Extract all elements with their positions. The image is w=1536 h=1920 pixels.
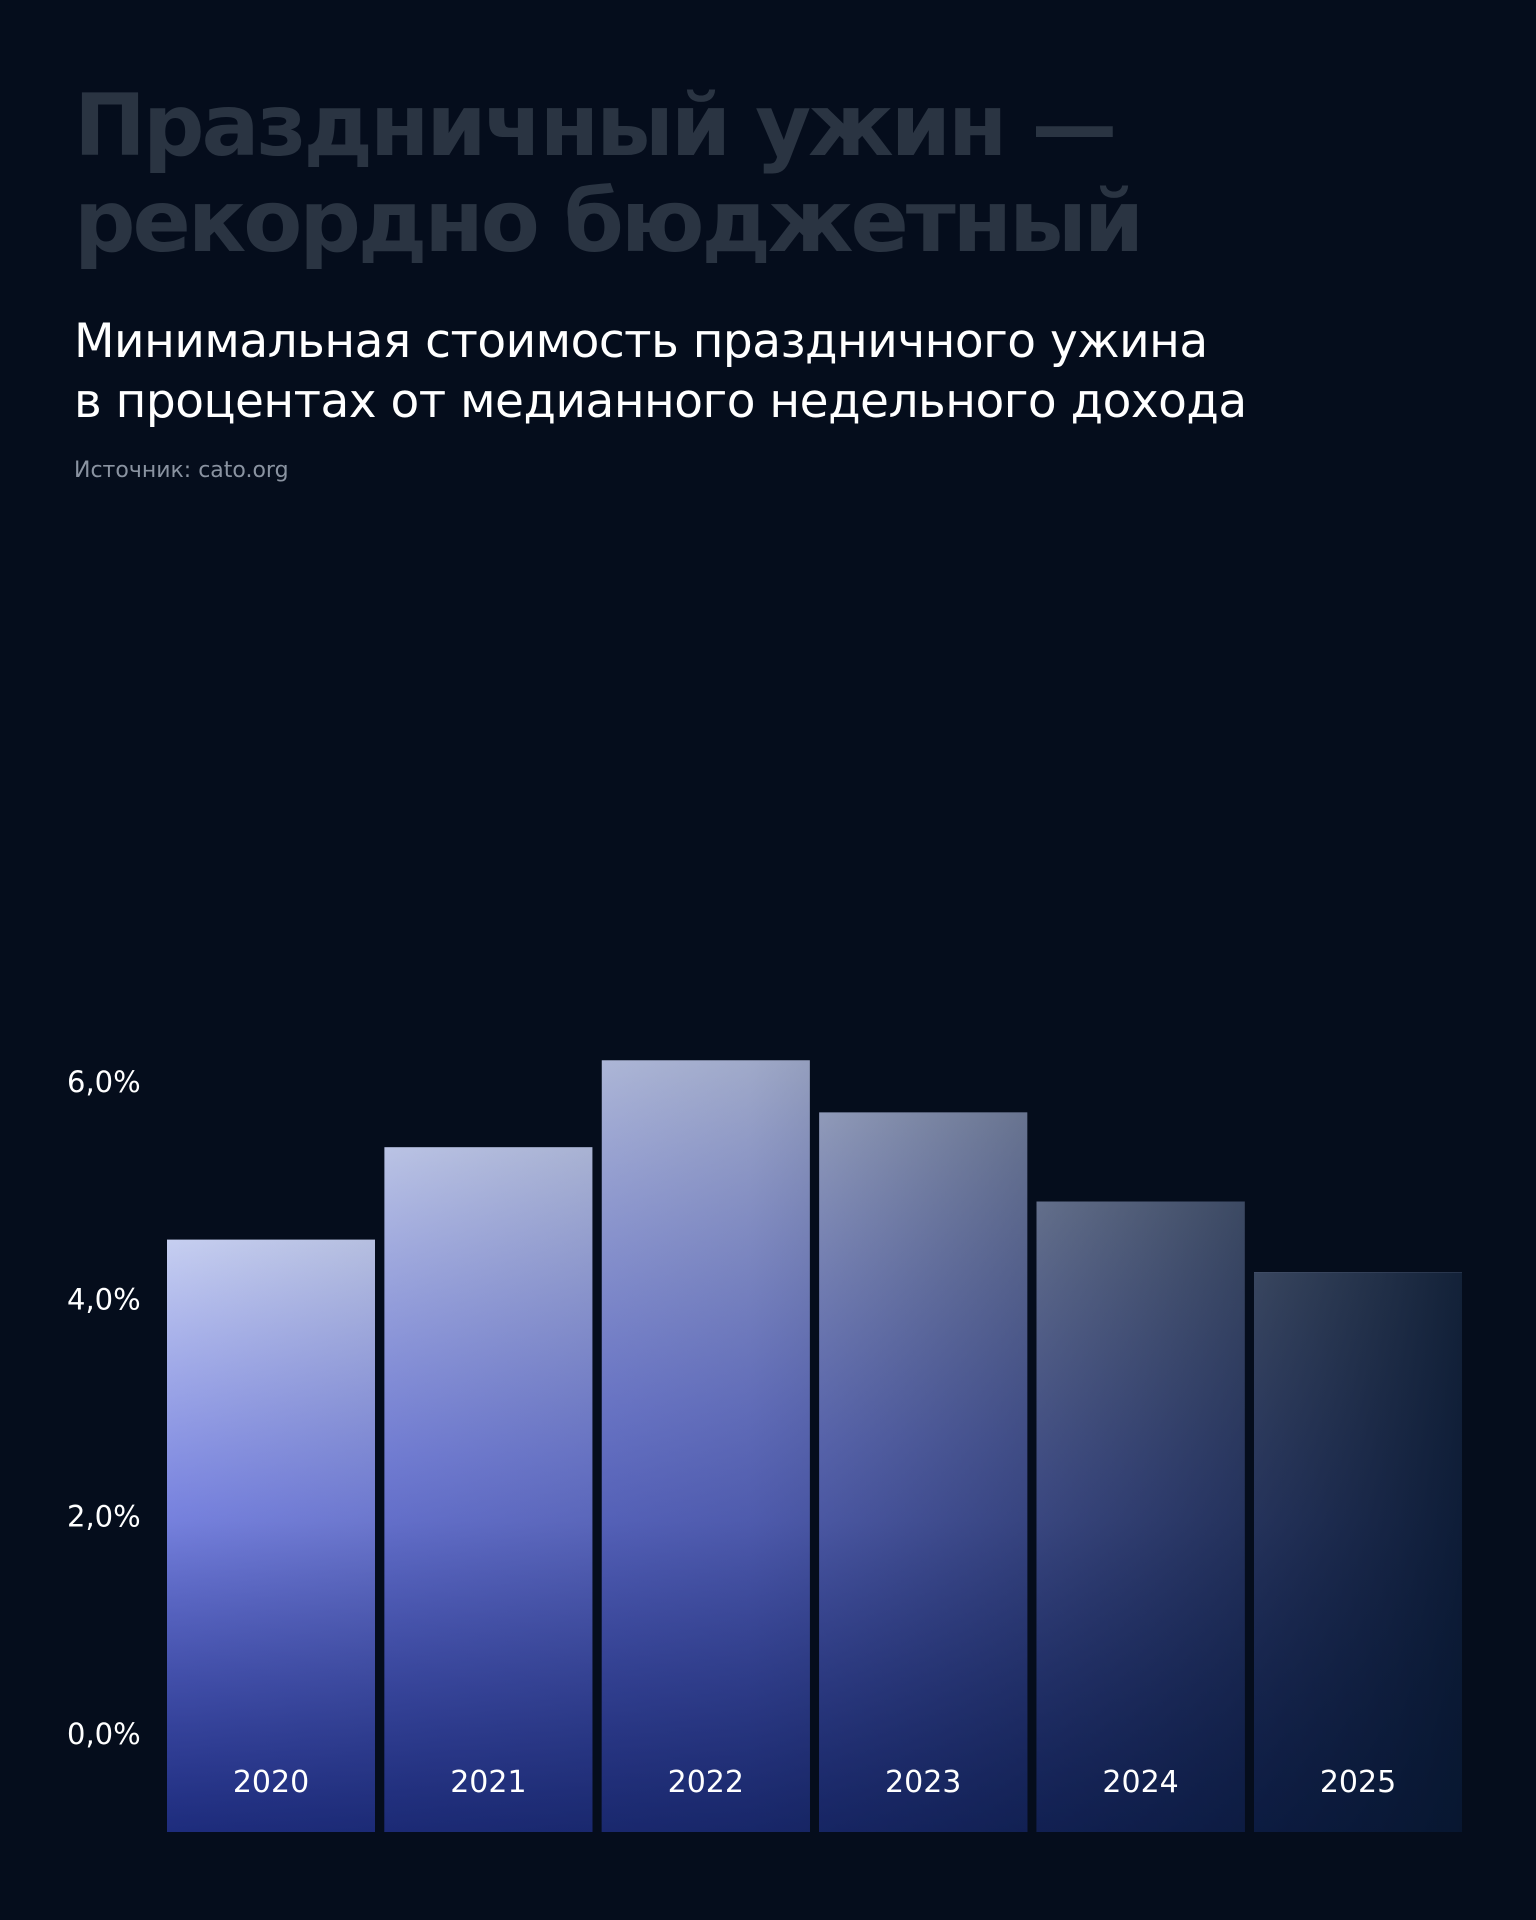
headline-line-2: рекордно бюджетный [74,172,1144,272]
bar-2022 [601,1060,810,1832]
y-tick-label: 2,0% [67,1500,141,1534]
bar-2020 [167,1239,375,1832]
subtitle-line-2: в процентах от медианного недельного дох… [74,374,1247,429]
x-category-label: 2021 [450,1765,526,1800]
bar-bottom-fade [167,1239,375,1832]
subtitle-line-1: Минимальная стоимость праздничного ужина [74,314,1208,369]
y-tick-label: 4,0% [67,1282,141,1316]
x-category-label: 2020 [233,1765,309,1800]
headline-line-1: Праздничный ужин — [74,76,1117,176]
headline: Праздничный ужин — рекордно бюджетный [74,78,1374,270]
bar-bottom-fade [1254,1272,1462,1832]
bar-2025 [1254,1272,1462,1832]
bar-bottom-fade [384,1147,593,1832]
y-tick-label: 6,0% [67,1065,141,1099]
bar-2023 [819,1112,1028,1832]
x-category-label: 2023 [885,1765,961,1800]
x-category-label: 2022 [668,1765,744,1800]
bar-bottom-fade [601,1060,810,1832]
y-tick-label: 0,0% [67,1717,141,1751]
bars-layer [167,1060,1462,1832]
y-axis-ticks: 0,0% 2,0% 4,0% 6,0% [67,1065,141,1751]
x-category-label: 2025 [1320,1765,1396,1800]
bar-2021 [384,1147,593,1832]
bar-bottom-fade [819,1112,1028,1832]
bar-2024 [1036,1201,1245,1832]
source-note: Источник: cato.org [74,458,289,483]
x-axis-categories: 2020 2021 2022 2023 2024 2025 [233,1765,1396,1800]
x-category-label: 2024 [1102,1765,1178,1800]
chart-subtitle: Минимальная стоимость праздничного ужина… [74,312,1454,432]
bar-bottom-fade [1036,1201,1245,1832]
